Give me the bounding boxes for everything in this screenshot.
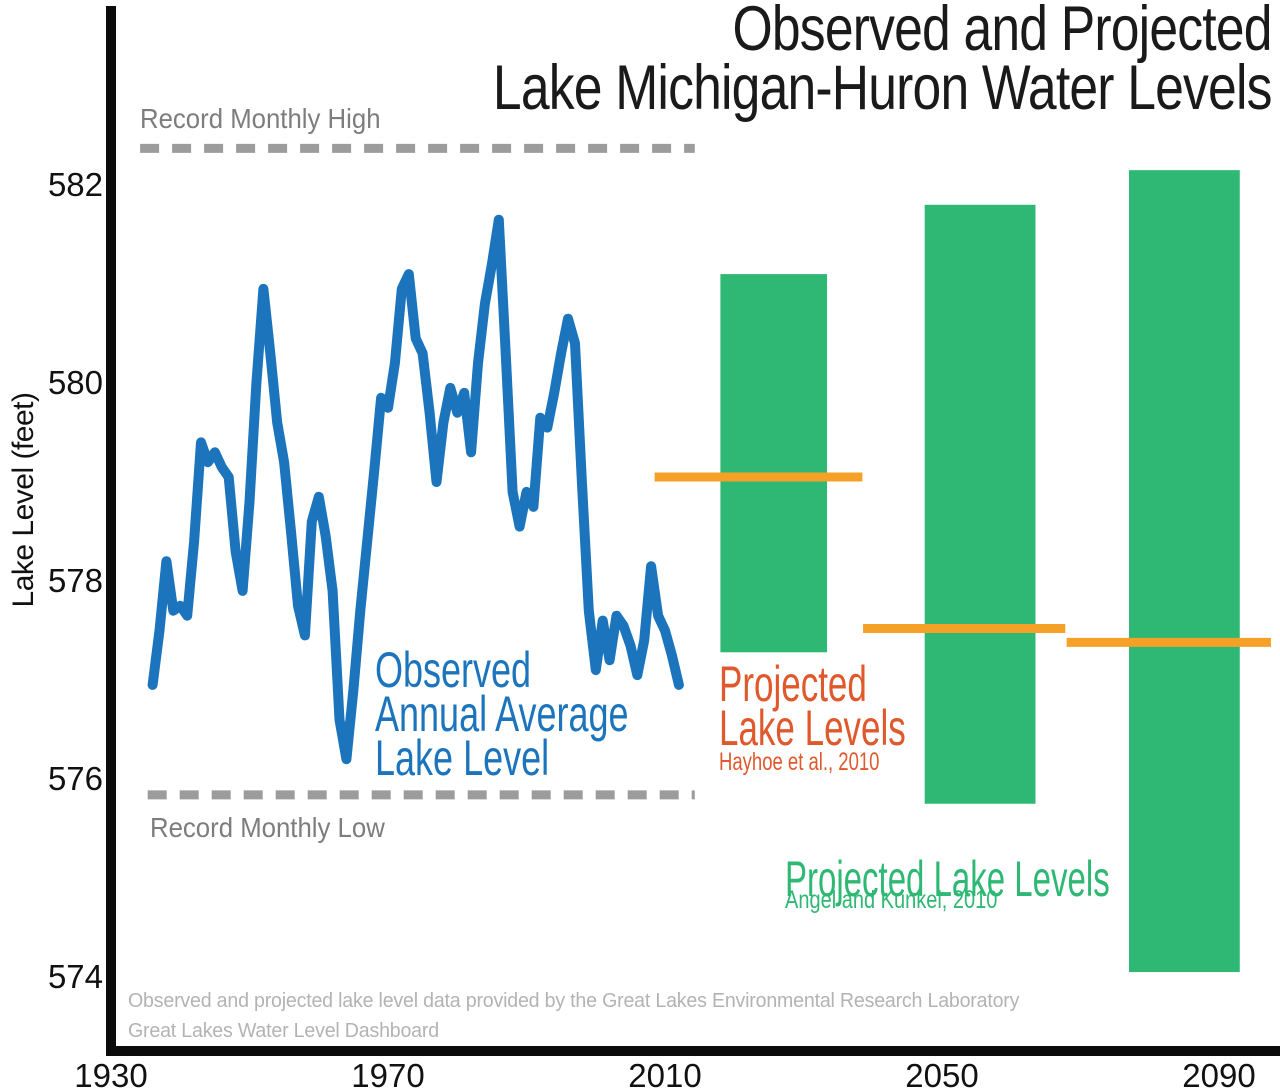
y-tick-label: 574 (48, 958, 103, 995)
chart-title-line2: Lake Michigan-Huron Water Levels (493, 53, 1272, 123)
record-low-label: Record Monthly Low (150, 812, 385, 843)
hayhoe-label: Projected Lake Levels (719, 656, 906, 756)
x-tick-label: 1930 (74, 1057, 147, 1092)
x-tick-label: 1970 (351, 1057, 424, 1092)
x-tick-label: 2050 (905, 1057, 978, 1092)
y-tick-label: 576 (48, 760, 103, 797)
projected-range-bar (720, 274, 828, 653)
y-tick-label: 578 (48, 562, 103, 599)
angel-source-label: Angel and Kunkel, 2010 (785, 886, 998, 914)
observed-line (147, 214, 684, 765)
chart-title-line1: Observed and Projected (732, 0, 1273, 64)
observed-series-label: Observed Annual Average Lake Level (375, 642, 629, 786)
y-tick-label: 582 (48, 166, 103, 203)
record-high-label: Record Monthly High (140, 103, 381, 134)
y-axis-title: Lake Level (feet) (7, 392, 40, 608)
y-tick-label: 580 (48, 364, 103, 401)
angel-label: Projected Lake Levels (785, 851, 1110, 907)
projected-range-bar (924, 204, 1036, 804)
data-source-footer: Observed and projected lake level data p… (128, 990, 1020, 1042)
projected-range-bar (1128, 170, 1240, 973)
chart-title: Observed and Projected Lake Michigan-Huro… (493, 0, 1273, 120)
hayhoe-source-label: Hayhoe et al., 2010 (719, 748, 880, 776)
x-tick-label: 2010 (628, 1057, 701, 1092)
x-tick-label: 2090 (1182, 1057, 1255, 1092)
